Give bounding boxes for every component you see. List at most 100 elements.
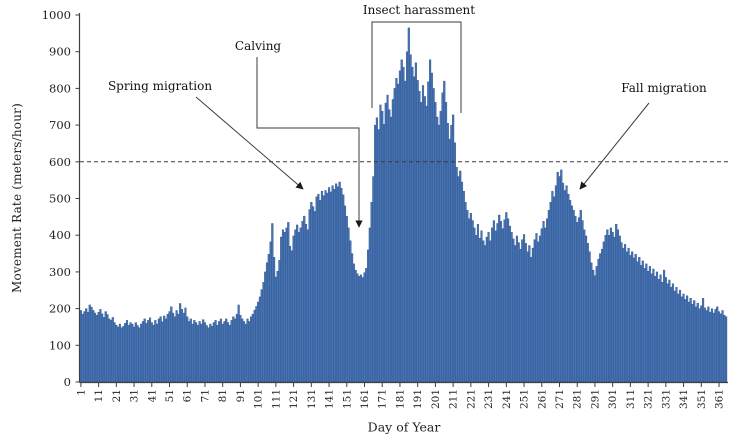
bar [296,224,299,383]
bar [464,201,467,383]
bar [186,316,189,383]
bar [301,221,304,383]
x-tick-label: 161 [359,389,371,409]
bar [586,243,589,383]
bar [136,325,139,383]
bar [221,323,224,383]
bar [230,320,233,383]
bar [157,318,160,383]
bar [466,210,469,383]
bar [232,316,235,383]
bar [425,105,428,383]
bar [342,194,345,383]
bar [537,241,540,383]
annotation-calving: Calving [234,39,282,53]
bar [717,311,721,383]
bar [264,271,267,383]
bar [205,325,208,383]
y-tick-label: 900 [49,45,71,59]
bar [595,266,598,383]
bar [163,315,166,383]
bar [384,102,387,383]
bar [349,240,352,383]
bar [703,307,706,383]
bar [538,235,542,383]
bar [326,192,329,383]
x-tick-labels: 1 11 21 31 41 51 61 71 81 91 101 111 121 131 141 151 161… [75,383,726,409]
x-tick-label: 111 [270,389,282,409]
bar [196,324,199,383]
x-tick-label: 141 [324,389,336,409]
bar [335,183,338,383]
bar [83,311,86,383]
bar [159,316,162,383]
bar [333,189,336,383]
bar [143,318,146,383]
x-tick-label: 101 [253,389,265,409]
x-tick-label: 61 [182,389,194,402]
bar [710,308,713,383]
bar [347,227,350,383]
x-tick-label: 271 [554,389,566,409]
bar [345,215,348,383]
bar [304,224,308,383]
x-tick-label: 211 [448,389,460,409]
bar [193,320,196,383]
bar [698,308,701,383]
bar [244,323,247,383]
bar [402,66,405,383]
spring-migration-arrow [195,96,304,190]
bar [90,306,93,383]
bar [95,315,98,383]
insect-harassment-bracket [371,21,462,113]
bar [315,196,318,383]
bar [276,270,279,383]
bar [709,312,712,383]
bar [430,72,433,383]
bar [260,289,263,383]
bar [434,102,437,383]
bar [168,311,171,383]
bar [556,171,559,383]
bar [255,306,258,383]
bar [444,102,448,383]
bar [590,262,593,383]
bar [482,240,485,383]
y-tick-label: 200 [49,302,71,316]
bar [101,313,104,383]
bar [476,224,480,383]
bar [379,104,382,383]
bar [278,259,281,383]
bar [469,213,472,383]
x-tick-label: 311 [625,389,637,409]
bar [503,219,506,383]
bar [487,232,490,383]
bar [616,229,620,383]
bar [593,275,596,383]
bar [437,124,441,383]
bar [216,324,219,383]
bar [574,215,577,383]
bar [632,257,635,383]
bar [237,304,240,383]
bar [615,224,618,383]
bar [179,303,182,383]
bar [125,320,129,383]
bar [645,263,648,383]
x-tick-label: 221 [465,389,477,409]
bar [234,318,237,383]
bar [657,279,660,383]
bar [638,257,641,383]
bar [148,317,152,383]
bar [327,187,331,383]
y-tick-labels: 0 100 200 300 400 500 600 700 800 900 1000 [42,8,80,389]
bar [684,299,687,383]
bar [485,236,488,383]
bar [398,70,402,383]
bar [115,324,118,383]
bar [491,227,494,383]
bar [267,254,270,383]
y-tick-label: 1000 [42,8,71,22]
bar [86,312,90,383]
bar [370,201,373,383]
